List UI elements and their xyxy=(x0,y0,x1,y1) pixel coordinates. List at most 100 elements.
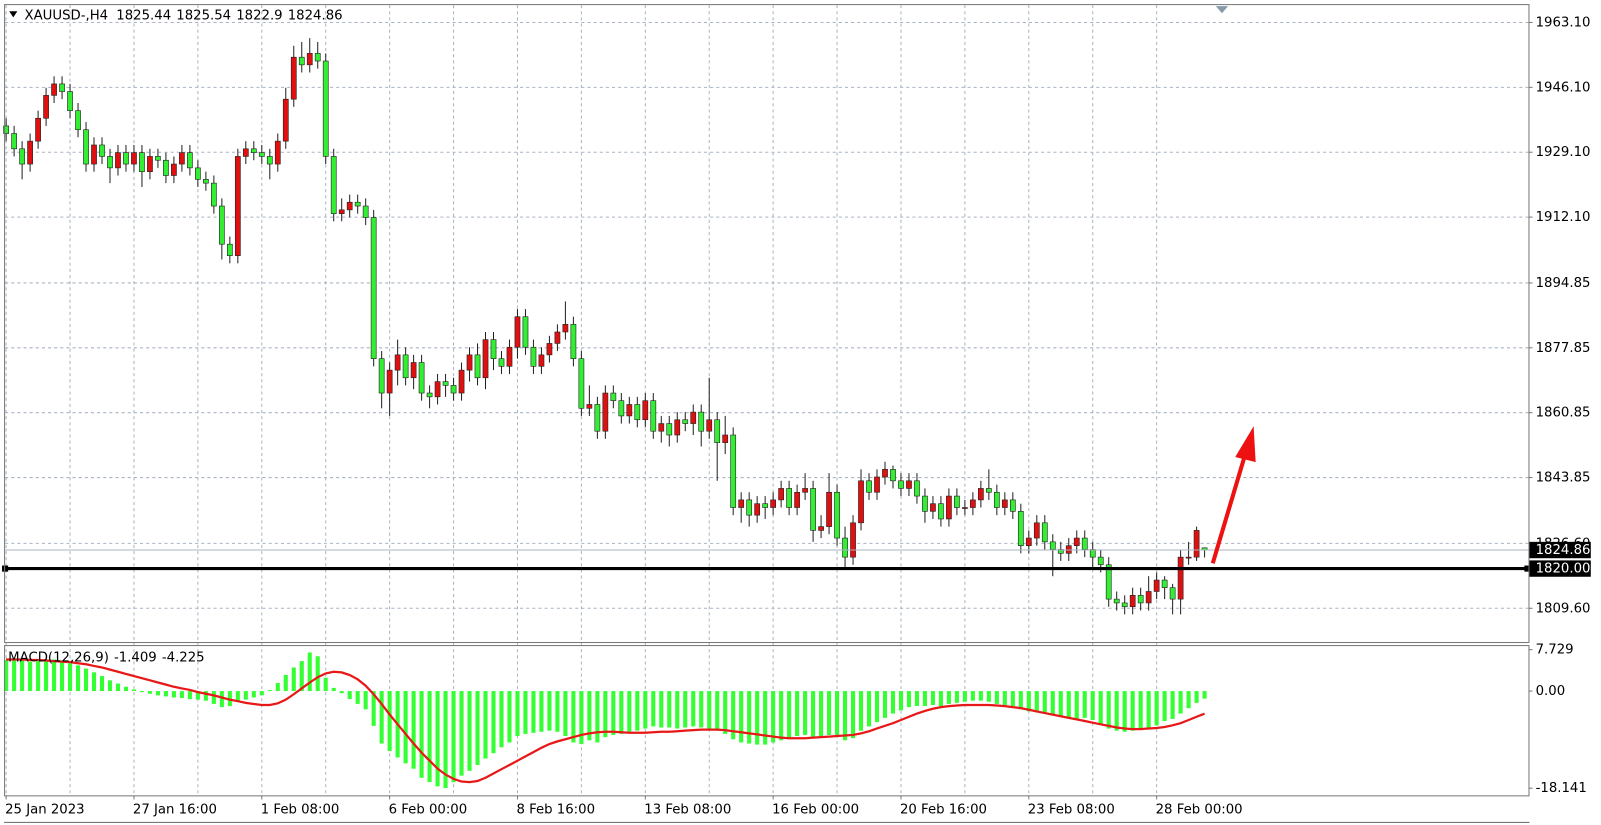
macd-bar xyxy=(1098,691,1103,725)
candle-body xyxy=(866,480,872,493)
y-tick-label: 1877.85 xyxy=(1536,341,1591,356)
macd-bar xyxy=(858,691,864,731)
macd-bar xyxy=(147,691,152,694)
macd-bar xyxy=(1186,691,1191,709)
macd-bar xyxy=(579,691,584,745)
signal-last: -4.225 xyxy=(162,650,205,665)
candle-body xyxy=(602,392,609,432)
macd-bar xyxy=(970,691,975,701)
candle-body xyxy=(330,156,337,214)
macd-bar xyxy=(667,691,672,728)
macd-bar xyxy=(843,691,848,741)
macd-bar xyxy=(179,691,184,699)
macd-bar xyxy=(459,691,464,776)
macd-bar xyxy=(427,691,432,783)
candle-body xyxy=(786,488,792,508)
macd-bar xyxy=(651,691,656,727)
macd-bar xyxy=(563,691,568,737)
candle-body xyxy=(674,419,681,436)
candle-body xyxy=(1185,556,1192,559)
symbol: XAUUSD-,H4 xyxy=(25,8,109,23)
candle-body xyxy=(418,362,425,394)
candle-body xyxy=(466,354,473,371)
level-handle xyxy=(1524,565,1531,572)
macd-bar xyxy=(827,691,832,735)
signal-line xyxy=(6,658,1205,784)
macd-bar xyxy=(283,675,288,692)
candle-body xyxy=(874,476,880,493)
candle-body xyxy=(115,152,121,169)
x-tick-label: 6 Feb 00:00 xyxy=(389,803,468,818)
candle-body xyxy=(187,152,193,169)
macd-bar xyxy=(555,691,560,732)
candle-body xyxy=(1057,549,1064,554)
candle-body xyxy=(458,369,465,394)
macd-bar xyxy=(36,661,41,692)
y-tick-label: 1843.85 xyxy=(1536,471,1591,486)
macd-bar xyxy=(779,691,784,741)
candle-body xyxy=(970,499,976,508)
candle-body xyxy=(906,480,912,489)
candle-body xyxy=(930,503,936,512)
candle-body xyxy=(1177,556,1184,600)
macd-bar xyxy=(171,691,176,698)
macd-bar xyxy=(1178,691,1183,714)
macd-bar xyxy=(491,691,496,754)
macd-bar xyxy=(115,683,121,692)
candle-body xyxy=(546,343,553,356)
candle-body xyxy=(594,404,601,432)
macd-frame xyxy=(4,645,1530,797)
candle-body xyxy=(1041,522,1048,543)
macd-bar xyxy=(379,691,384,744)
candle-body xyxy=(1097,556,1104,566)
macd-bar xyxy=(1170,691,1175,719)
candle-body xyxy=(498,358,505,367)
macd-bar xyxy=(203,691,208,701)
macd-bar xyxy=(587,691,592,741)
candle-body xyxy=(1129,594,1136,608)
current-price-box xyxy=(1529,541,1591,559)
candle-body xyxy=(722,434,729,443)
candle-body xyxy=(834,491,840,539)
macd-bar xyxy=(52,659,57,692)
candle-body xyxy=(1001,499,1008,508)
macd-bar xyxy=(715,691,720,731)
macd-bar xyxy=(1122,691,1127,732)
macd-bar xyxy=(683,691,688,728)
candle-body xyxy=(946,495,952,520)
annotation-arrowhead xyxy=(1235,426,1256,463)
macd-bar xyxy=(547,691,552,731)
macd-bar xyxy=(1202,691,1207,699)
candle-body xyxy=(1089,549,1096,558)
candle-body xyxy=(754,503,761,516)
macd-bar xyxy=(850,691,856,739)
y-tick-label: 1929.10 xyxy=(1536,145,1591,160)
candle-body xyxy=(306,53,313,66)
candle-body xyxy=(83,129,89,165)
macd-bar xyxy=(507,691,512,743)
candle-body xyxy=(914,480,920,497)
candle-body xyxy=(1065,545,1072,554)
macd-bar xyxy=(187,691,192,700)
y-tick-label: 1809.60 xyxy=(1536,601,1591,616)
candle-body xyxy=(290,56,297,100)
candle-body xyxy=(155,156,161,161)
candle-body xyxy=(714,419,721,443)
candle-body xyxy=(107,156,113,169)
macd-bar xyxy=(890,691,896,714)
macd-bar xyxy=(747,691,752,744)
macd-bar xyxy=(1106,691,1111,729)
candle-body xyxy=(610,392,617,401)
macd-bar xyxy=(163,691,168,697)
candle-body xyxy=(978,488,984,501)
macd-bar xyxy=(986,691,991,702)
macd-bar xyxy=(12,659,17,692)
candle-body xyxy=(770,499,776,508)
candle-body xyxy=(706,419,713,432)
macd-bar xyxy=(523,691,528,734)
macd-bar xyxy=(595,691,600,743)
annotation-arrow xyxy=(1210,456,1247,564)
macd-bar xyxy=(691,691,696,727)
candle-body xyxy=(274,140,281,165)
